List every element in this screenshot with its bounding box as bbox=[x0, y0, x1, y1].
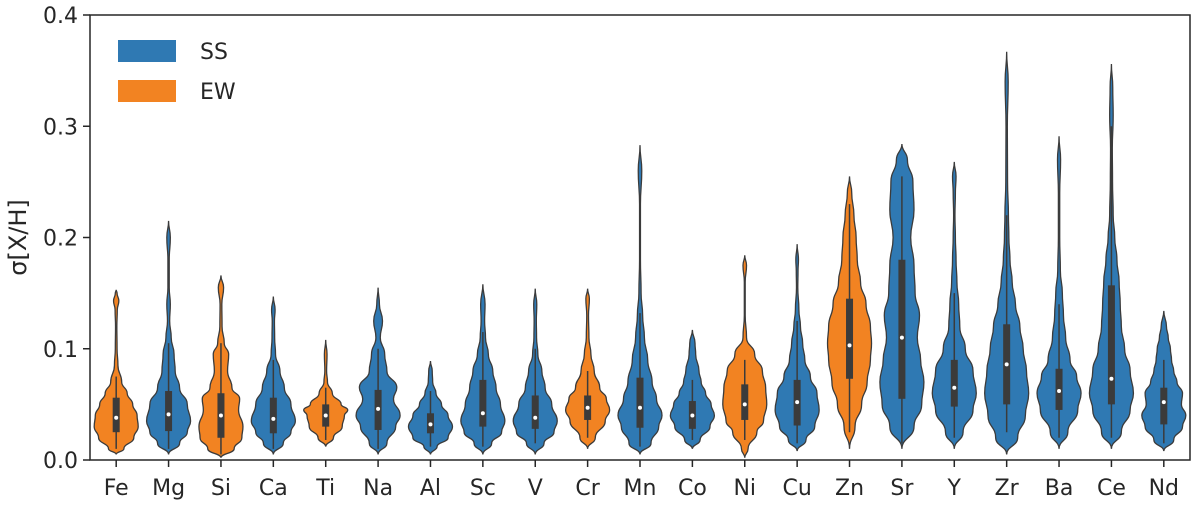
x-tick-label: Mn bbox=[624, 476, 657, 501]
legend: SS EW bbox=[118, 40, 236, 105]
violin-median bbox=[952, 385, 957, 390]
violin-layer bbox=[93, 51, 1187, 458]
violin-cu bbox=[774, 244, 820, 452]
x-tick-label: Fe bbox=[104, 476, 129, 501]
x-tick-label: Sc bbox=[470, 476, 496, 501]
violin-iqr-box bbox=[531, 395, 539, 429]
violin-si bbox=[198, 275, 244, 458]
legend-swatch-ss bbox=[118, 40, 176, 62]
violin-zr bbox=[984, 51, 1030, 455]
y-tick-label: 0.0 bbox=[43, 449, 78, 474]
violin-median bbox=[271, 416, 276, 421]
violin-nd bbox=[1141, 310, 1187, 452]
x-tick-label: Ti bbox=[315, 476, 335, 501]
violin-iqr-box bbox=[898, 259, 906, 399]
violin-median bbox=[114, 415, 119, 420]
x-tick-label: Zn bbox=[835, 476, 864, 501]
violin-median bbox=[218, 413, 223, 418]
x-tick-label: Y bbox=[947, 476, 962, 501]
x-tick-label: Si bbox=[211, 476, 231, 501]
x-tick-label: Sr bbox=[890, 476, 914, 501]
violin-median bbox=[533, 415, 538, 420]
violin-body bbox=[722, 255, 768, 458]
violin-median bbox=[1004, 362, 1009, 367]
x-tick-label: V bbox=[528, 476, 543, 501]
violin-median bbox=[742, 402, 747, 407]
x-tick-label: Nd bbox=[1149, 476, 1179, 501]
violin-v bbox=[512, 288, 558, 455]
violin-sr bbox=[879, 144, 925, 449]
y-tick-label: 0.3 bbox=[43, 115, 78, 140]
x-tick-label: Mg bbox=[152, 476, 185, 501]
violin-median bbox=[166, 412, 171, 417]
x-tick-label: Ce bbox=[1097, 476, 1126, 501]
x-tick-label: Al bbox=[420, 476, 441, 501]
violin-mn bbox=[617, 145, 663, 455]
violin-median bbox=[847, 343, 852, 348]
violin-median bbox=[795, 400, 800, 405]
legend-label-ew: EW bbox=[200, 80, 236, 105]
violin-iqr-box bbox=[165, 391, 173, 432]
violin-ni bbox=[722, 255, 768, 458]
violin-ba bbox=[1036, 136, 1082, 449]
violin-median bbox=[428, 422, 433, 427]
violin-median bbox=[585, 405, 590, 410]
violin-al bbox=[407, 360, 454, 455]
y-tick-label: 0.4 bbox=[43, 4, 78, 29]
violin-y bbox=[931, 161, 977, 449]
x-tick-label: Co bbox=[678, 476, 707, 501]
y-tick-label: 0.1 bbox=[43, 338, 78, 363]
violin-median bbox=[376, 406, 381, 411]
violin-iqr-box bbox=[479, 379, 487, 427]
x-tick-label: Cu bbox=[782, 476, 811, 501]
x-tick-label: Ba bbox=[1045, 476, 1074, 501]
violin-iqr-box bbox=[950, 359, 958, 407]
violin-iqr-box bbox=[269, 397, 277, 434]
violin-ca bbox=[250, 296, 296, 455]
x-tick-label: Zr bbox=[995, 476, 1020, 501]
violin-zn bbox=[826, 176, 873, 449]
violin-median bbox=[638, 405, 642, 410]
x-tick-label: Ni bbox=[733, 476, 756, 501]
violin-median bbox=[899, 335, 904, 340]
y-tick-label: 0.2 bbox=[43, 227, 78, 252]
x-tick-label: Ca bbox=[259, 476, 288, 501]
violin-median bbox=[1057, 389, 1062, 394]
violin-body bbox=[564, 288, 611, 449]
violin-iqr-box bbox=[846, 298, 854, 379]
violin-iqr-box bbox=[1107, 285, 1115, 405]
violin-mg bbox=[145, 220, 192, 455]
violin-co bbox=[669, 329, 716, 450]
y-axis: 0.0 0.1 0.2 0.3 0.4 bbox=[43, 4, 90, 474]
y-axis-label: σ[X/H] bbox=[4, 199, 32, 276]
x-axis: Fe Mg Si Ca Ti Na Al Sc V Cr Mn Co Ni Cu Zn Sr Y Zr Ba Ce Nd bbox=[104, 460, 1179, 501]
violin-cr bbox=[564, 288, 611, 449]
violin-iqr-box bbox=[636, 377, 644, 428]
x-tick-label: Na bbox=[363, 476, 393, 501]
violin-body bbox=[93, 289, 139, 455]
violin-median bbox=[690, 413, 695, 418]
legend-swatch-ew bbox=[118, 80, 176, 102]
legend-label-ss: SS bbox=[200, 40, 228, 65]
violin-na bbox=[355, 287, 401, 455]
violin-fe bbox=[93, 289, 139, 455]
violin-median bbox=[1109, 376, 1114, 381]
violin-body bbox=[145, 220, 192, 455]
violin-iqr-box bbox=[112, 397, 120, 433]
violin-median bbox=[480, 411, 485, 416]
violin-sc bbox=[460, 284, 506, 455]
violin-ce bbox=[1088, 63, 1135, 449]
violin-body bbox=[617, 145, 663, 455]
x-tick-label: Cr bbox=[575, 476, 600, 501]
violin-ti bbox=[303, 339, 349, 447]
violin-iqr-box bbox=[741, 384, 749, 420]
violin-median bbox=[1161, 400, 1166, 405]
violin-iqr-box bbox=[1160, 387, 1168, 425]
violin-median bbox=[323, 413, 328, 418]
